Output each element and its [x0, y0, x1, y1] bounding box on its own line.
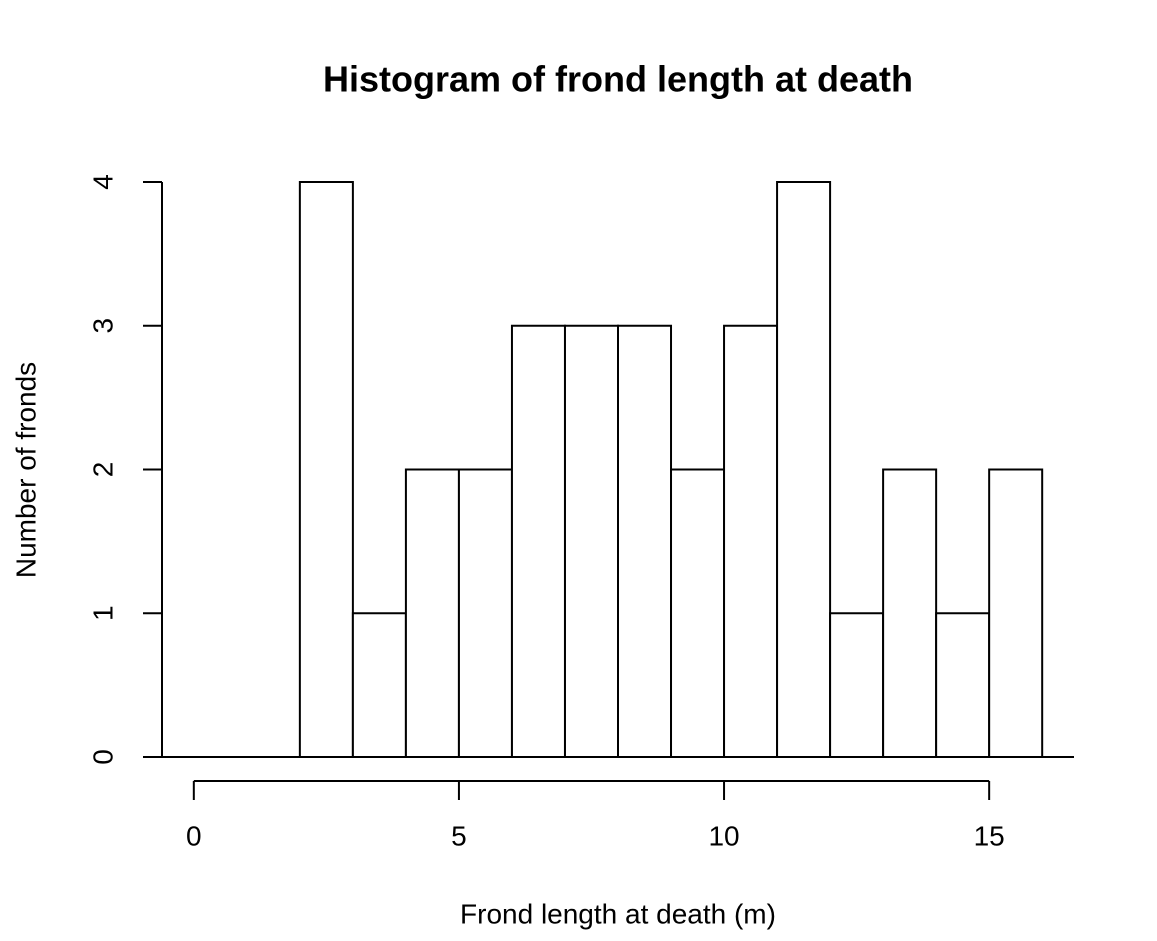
y-axis-label: Number of fronds — [10, 362, 41, 578]
bar — [351, 612, 407, 758]
y-tick-label: 4 — [87, 174, 118, 190]
x-tick-label: 5 — [451, 820, 467, 851]
bar — [670, 468, 726, 758]
bar — [723, 324, 779, 758]
bar — [404, 468, 460, 758]
bar — [617, 324, 673, 758]
bar — [298, 181, 354, 758]
x-tick-label: 0 — [186, 820, 202, 851]
chart-title: Histogram of frond length at death — [323, 59, 913, 100]
y-tick-label: 3 — [87, 318, 118, 334]
bar — [935, 612, 991, 758]
bar — [882, 468, 938, 758]
bar — [988, 468, 1044, 758]
y-tick-label: 2 — [87, 462, 118, 478]
bar — [829, 612, 885, 758]
x-tick-label: 10 — [708, 820, 739, 851]
x-axis-label: Frond length at death (m) — [460, 898, 776, 929]
bar — [510, 324, 566, 758]
x-tick-label: 15 — [974, 820, 1005, 851]
bar — [457, 468, 513, 758]
bar — [776, 181, 832, 758]
y-tick-label: 0 — [87, 749, 118, 765]
y-tick-label: 1 — [87, 605, 118, 621]
bar — [563, 324, 619, 758]
